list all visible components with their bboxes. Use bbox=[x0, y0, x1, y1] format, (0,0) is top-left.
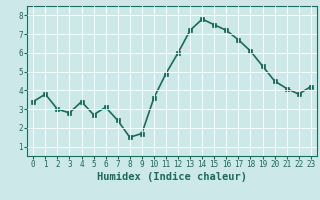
X-axis label: Humidex (Indice chaleur): Humidex (Indice chaleur) bbox=[97, 172, 247, 182]
